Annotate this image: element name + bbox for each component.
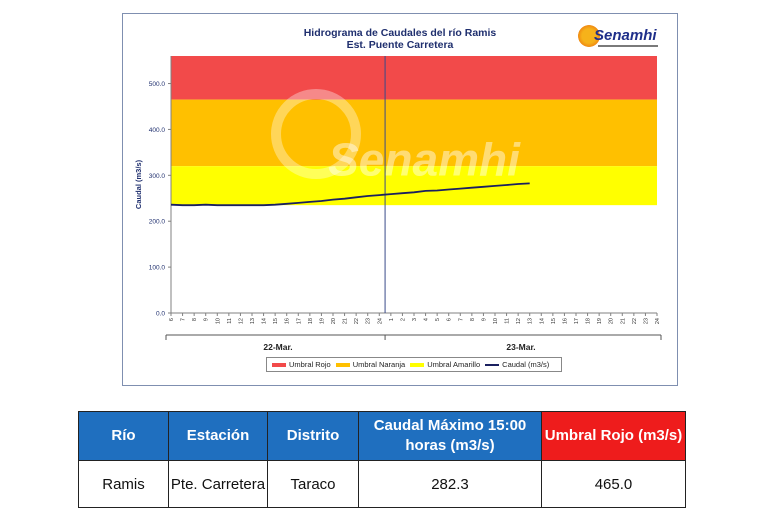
legend-swatch-orange xyxy=(335,362,350,367)
x-tick-label: 23 xyxy=(643,318,649,324)
header-umbral-rojo: Umbral Rojo (m3/s) xyxy=(541,411,686,461)
x-tick-label: 7 xyxy=(181,318,187,321)
cell-umbral-rojo: 465.0 xyxy=(541,460,686,508)
x-tick-label: 17 xyxy=(296,318,302,324)
legend-item-umbral-rojo: Umbral Rojo xyxy=(272,360,331,369)
x-tick-label: 24 xyxy=(377,318,383,324)
x-tick-label: 6 xyxy=(169,318,175,321)
series-line-caudal xyxy=(170,182,530,207)
x-tick-label: 22 xyxy=(632,318,638,324)
x-tick-label: 18 xyxy=(308,318,314,324)
x-tick-label: 24 xyxy=(655,318,661,324)
cell-distrito: Taraco xyxy=(267,460,359,508)
logo-text: Senamhi xyxy=(594,27,657,44)
x-tick-label: 13 xyxy=(528,318,534,324)
x-tick-label: 20 xyxy=(331,318,337,324)
x-tick-label: 4 xyxy=(424,318,430,321)
sun-icon xyxy=(578,25,600,47)
x-tick-label: 23 xyxy=(366,318,372,324)
table-header-row: Río Estación Distrito Caudal Máximo 15:0… xyxy=(78,411,686,461)
x-tick-label: 9 xyxy=(481,318,487,321)
x-tick-label: 20 xyxy=(609,318,615,324)
watermark-sun-icon xyxy=(271,89,361,180)
x-tick-label: 10 xyxy=(493,318,499,324)
x-tick-label: 8 xyxy=(470,318,476,321)
legend-label: Caudal (m3/s) xyxy=(502,360,550,369)
header-distrito: Distrito xyxy=(267,411,359,461)
chart-subtitle: Est. Puente Carretera xyxy=(346,39,454,51)
y-axis-label: Caudal (m3/s) xyxy=(134,159,143,209)
logo-underline xyxy=(598,45,658,47)
header-estacion: Estación xyxy=(168,411,268,461)
header-caudal-maximo: Caudal Máximo 15:00 horas (m3/s) xyxy=(358,411,542,461)
day-label: 23-Mar. xyxy=(506,342,535,352)
x-tick-label: 3 xyxy=(412,318,418,321)
x-tick-label: 19 xyxy=(597,318,603,324)
x-tick-label: 12 xyxy=(516,318,522,324)
legend-swatch-yellow xyxy=(410,362,425,367)
band-umbral-rojo xyxy=(171,56,657,100)
x-tick-label: 16 xyxy=(285,318,291,324)
x-tick-label: 15 xyxy=(273,318,279,324)
x-tick-label: 22 xyxy=(354,318,360,324)
band-umbral-amarillo xyxy=(171,166,657,206)
x-tick-label: 9 xyxy=(204,318,210,321)
x-tick-label: 5 xyxy=(435,318,441,321)
table-row: Ramis Pte. Carretera Taraco 282.3 465.0 xyxy=(78,460,686,508)
y-tick-label: 500.0 xyxy=(149,81,166,88)
y-tick-label: 0.0 xyxy=(156,311,165,318)
chart-legend: Umbral Rojo Umbral Naranja Umbral Amaril… xyxy=(266,357,562,372)
chart-frame: Hidrograma de Caudales del río Ramis Est… xyxy=(122,13,678,386)
y-tick-label: 400.0 xyxy=(149,127,166,134)
legend-item-umbral-naranja: Umbral Naranja xyxy=(335,360,406,369)
y-tick-label: 200.0 xyxy=(149,219,166,226)
x-tick-label: 18 xyxy=(586,318,592,324)
station-table: Río Estación Distrito Caudal Máximo 15:0… xyxy=(78,411,686,508)
cell-rio: Ramis xyxy=(78,460,169,508)
senamhi-logo: Senamhi xyxy=(578,21,670,51)
cell-estacion: Pte. Carretera xyxy=(168,460,268,508)
x-tick-label: 11 xyxy=(505,318,511,324)
legend-swatch-red xyxy=(272,362,286,367)
x-tick-label: 12 xyxy=(238,318,244,324)
x-tick-label: 8 xyxy=(192,318,198,321)
legend-item-caudal: Caudal (m3/s) xyxy=(485,360,549,369)
x-tick-label: 13 xyxy=(250,318,256,324)
cell-caudal-maximo: 282.3 xyxy=(358,460,542,508)
legend-label: Umbral Amarillo xyxy=(427,360,481,369)
day-label: 22-Mar. xyxy=(263,342,292,352)
x-tick-label: 10 xyxy=(215,318,221,324)
x-tick-label: 15 xyxy=(551,318,557,324)
x-tick-label: 19 xyxy=(319,318,325,324)
y-tick-label: 100.0 xyxy=(149,265,166,272)
y-tick-label: 300.0 xyxy=(149,173,166,180)
x-tick-label: 17 xyxy=(574,318,580,324)
x-tick-label: 21 xyxy=(620,318,626,324)
x-tick-label: 21 xyxy=(343,318,349,324)
legend-label: Umbral Rojo xyxy=(289,360,331,369)
hydrograph-chart: Senamhi 0.0 100.0 200.0 300.0 400.0 500.0 Cauda… xyxy=(134,56,662,352)
x-tick-label: 14 xyxy=(262,318,268,324)
legend-swatch-line xyxy=(485,363,500,366)
legend-item-umbral-amarillo: Umbral Amarillo xyxy=(410,360,480,369)
watermark-text: Senamhi xyxy=(328,133,521,185)
x-tick-label: 1 xyxy=(389,318,395,321)
x-tick-label: 11 xyxy=(227,318,233,324)
chart-title: Hidrograma de Caudales del río Ramis xyxy=(303,27,497,39)
x-tick-label: 6 xyxy=(447,318,453,321)
legend-label: Umbral Naranja xyxy=(352,360,406,369)
header-rio: Río xyxy=(78,411,169,461)
x-tick-label: 2 xyxy=(400,318,406,321)
x-tick-label: 7 xyxy=(458,318,464,321)
x-tick-label: 16 xyxy=(562,318,568,324)
band-umbral-naranja xyxy=(171,99,657,167)
x-tick-label: 14 xyxy=(539,318,545,324)
